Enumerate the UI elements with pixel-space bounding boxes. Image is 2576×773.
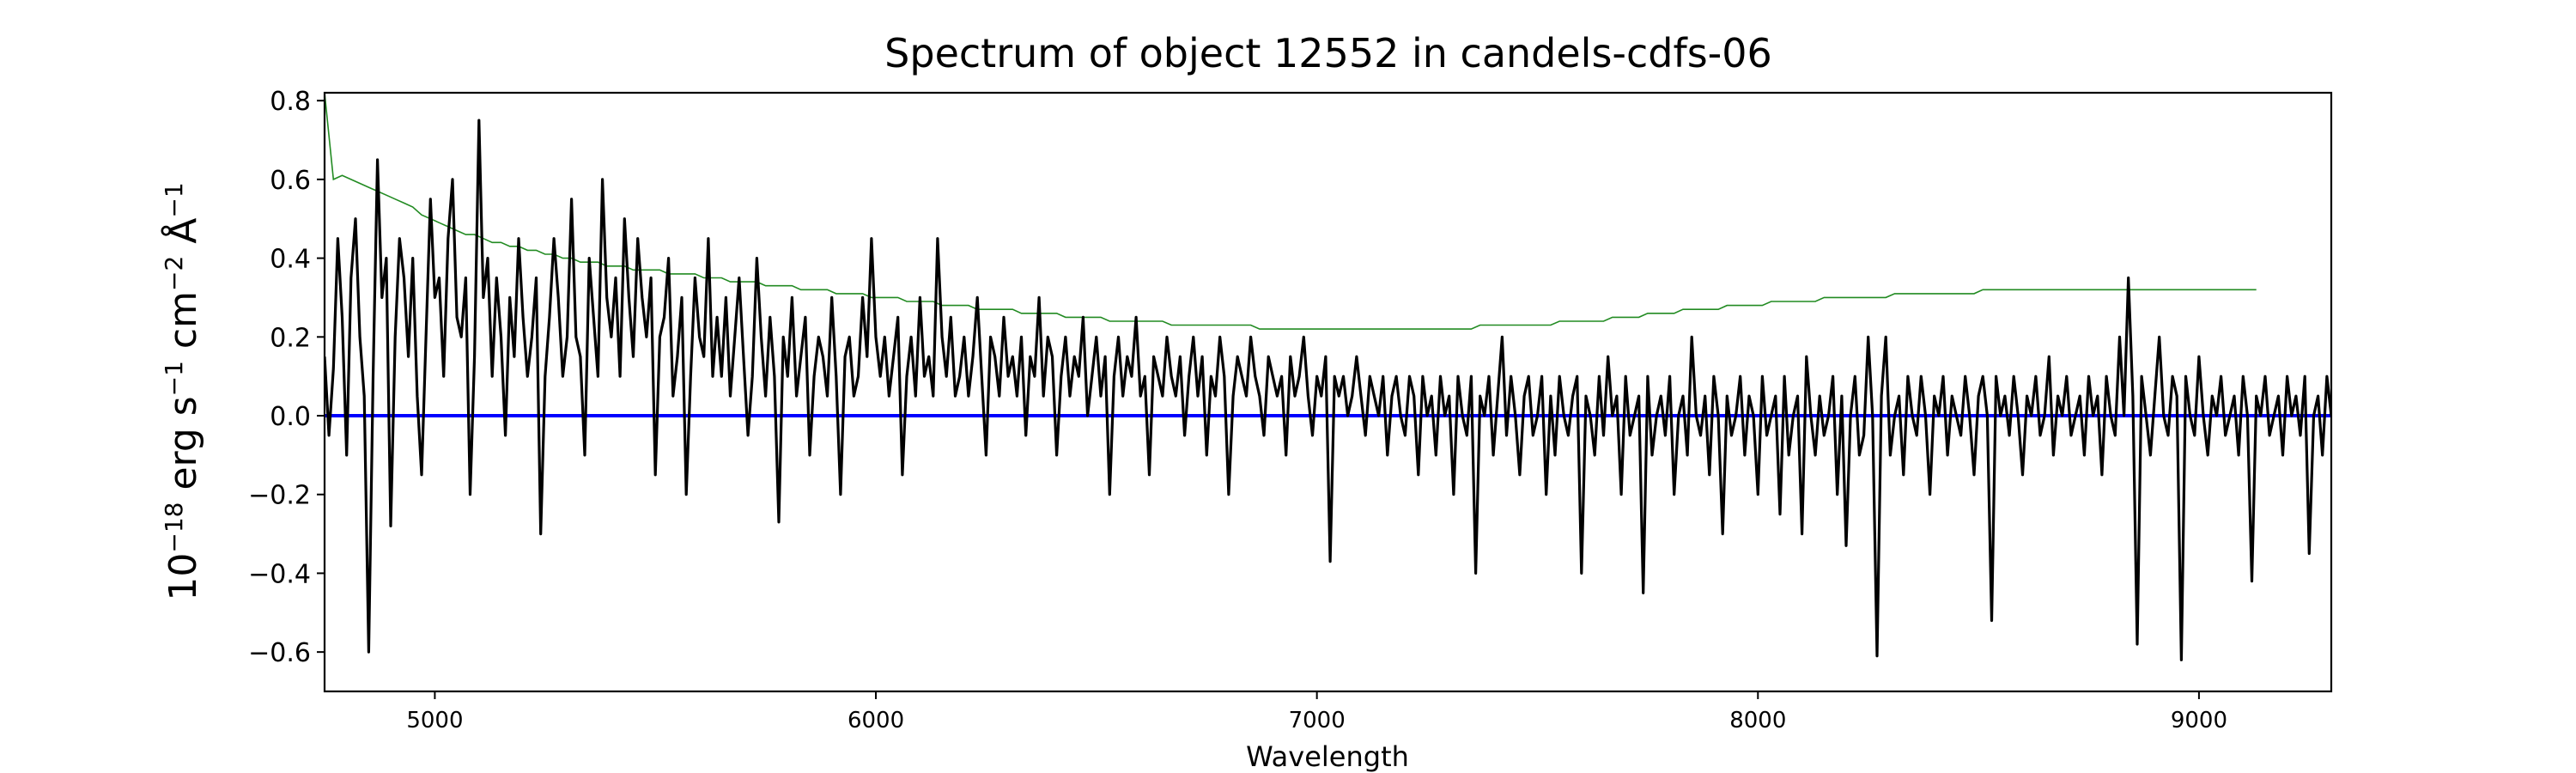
- y-tick-label: 0.4: [270, 245, 311, 275]
- plot-frame: [323, 91, 2333, 693]
- x-tick-label: 7000: [1289, 708, 1346, 733]
- chart-title: Spectrum of object 12552 in candels-cdfs…: [884, 30, 1772, 76]
- error-spectrum-line: [325, 93, 2257, 330]
- y-tick-label: −0.6: [248, 638, 311, 668]
- y-axis-ticks: −0.6 −0.4 −0.2 0.0 0.2 0.4 0.6 0.8: [248, 87, 325, 668]
- x-axis-ticks: 5000 6000 7000 8000 9000: [406, 691, 2227, 733]
- flux-spectrum-line: [325, 119, 2331, 661]
- y-tick-label: −0.4: [248, 559, 311, 589]
- x-tick-label: 8000: [1729, 708, 1786, 733]
- y-axis-label: 10−18 erg s−1 cm−2 Å−1: [160, 182, 206, 600]
- y-label-exp3: −1: [160, 182, 188, 217]
- y-label-unit2: cm: [161, 291, 205, 361]
- y-tick-label: 0.2: [270, 323, 311, 353]
- y-tick-label: 0.6: [270, 166, 311, 196]
- y-label-base: 10: [161, 553, 205, 601]
- y-label-unit3: Å: [160, 218, 205, 256]
- x-tick-label: 5000: [406, 708, 463, 733]
- x-axis-label: Wavelength: [1246, 740, 1409, 773]
- y-tick-label: −0.2: [248, 481, 311, 511]
- y-label-unit1: erg s: [161, 396, 205, 502]
- x-tick-label: 6000: [848, 708, 904, 733]
- y-label-exp: −18: [160, 502, 188, 553]
- y-tick-label: 0.0: [270, 402, 311, 432]
- y-label-exp1: −1: [160, 361, 188, 396]
- plot-area: [325, 93, 2331, 661]
- y-tick-label: 0.8: [270, 87, 311, 117]
- x-tick-label: 9000: [2171, 708, 2227, 733]
- y-label-exp2: −2: [160, 256, 188, 291]
